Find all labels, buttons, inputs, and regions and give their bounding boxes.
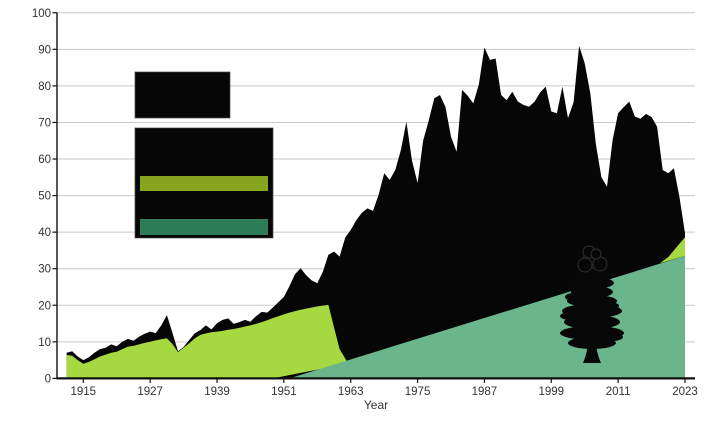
axes xyxy=(52,12,695,383)
legend-stripe-olive xyxy=(140,176,268,191)
y-tick-label-10: 10 xyxy=(38,337,51,349)
x-tick-label-1999: 1999 xyxy=(538,386,564,398)
y-tick-label-30: 30 xyxy=(38,264,51,276)
chart-legend xyxy=(134,71,274,239)
area-black-total-area xyxy=(66,45,686,379)
y-tick-label-0: 0 xyxy=(45,373,51,385)
legend-stripe-teal xyxy=(140,219,268,235)
y-tick-label-80: 80 xyxy=(38,81,51,93)
tree-branch-layer xyxy=(568,337,616,349)
x-tick-label-1951: 1951 xyxy=(271,386,297,398)
area-light-green-band xyxy=(66,304,348,379)
y-tick-label-100: 100 xyxy=(32,8,51,20)
y-tick-label-50: 50 xyxy=(38,191,51,203)
tree-crown xyxy=(577,245,608,273)
x-tick-label-1939: 1939 xyxy=(204,386,230,398)
tree-branch-tip xyxy=(599,302,619,310)
tree-branch-layer xyxy=(570,277,614,289)
y-tick-label-40: 40 xyxy=(38,227,51,239)
x-tick-label-1963: 1963 xyxy=(338,386,364,398)
tree-branch-tip xyxy=(560,312,582,320)
tree-branch-tip xyxy=(601,333,623,341)
y-tick-label-60: 60 xyxy=(38,154,51,166)
legend-black-area-swatch xyxy=(134,71,231,119)
x-tick-label-1975: 1975 xyxy=(405,386,431,398)
x-tick-label-2023: 2023 xyxy=(672,386,698,398)
x-tick-label-1915: 1915 xyxy=(71,386,97,398)
x-tick-label-1927: 1927 xyxy=(137,386,163,398)
x-axis-title: Year xyxy=(364,398,388,412)
x-tick-label-2011: 2011 xyxy=(606,386,631,398)
x-tick-label-1987: 1987 xyxy=(472,386,498,398)
y-tick-label-90: 90 xyxy=(38,44,51,56)
y-tick-label-70: 70 xyxy=(38,117,51,129)
tree-silhouette-icon xyxy=(560,245,624,363)
y-tick-label-20: 20 xyxy=(38,300,51,312)
tick-labels: 1915 1927 1939 1951 1963 1975 1987 1999 2011 2023… xyxy=(32,8,698,398)
tree-branch-tip xyxy=(565,293,583,301)
area-light-green-end-wedge xyxy=(659,237,685,264)
